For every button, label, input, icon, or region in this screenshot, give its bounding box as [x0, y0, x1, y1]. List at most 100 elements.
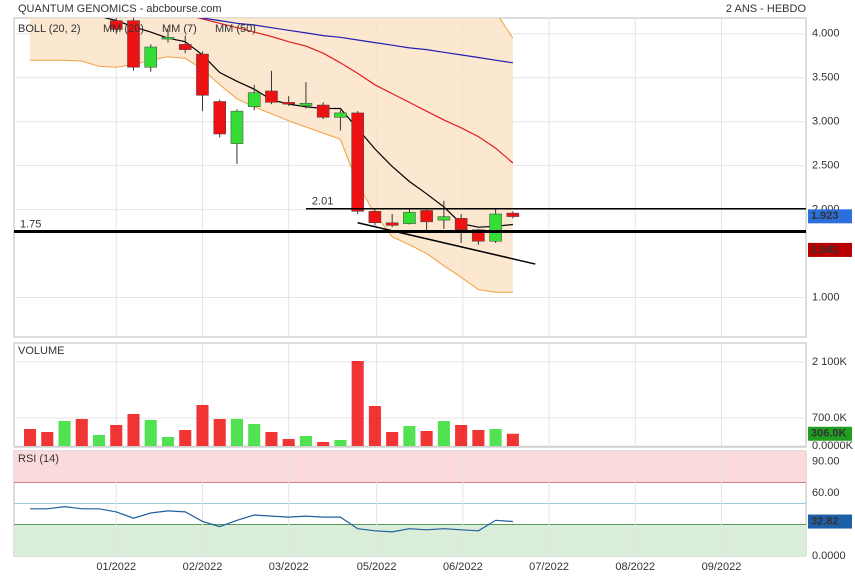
volume-bar	[58, 421, 71, 446]
value-tag-label: 1.541	[811, 244, 839, 256]
candle-body	[454, 218, 468, 231]
candle-body	[403, 211, 416, 224]
candle-body	[109, 20, 123, 30]
volume-bar	[127, 414, 140, 446]
y-tick-label: 700.0K	[812, 412, 848, 424]
volume-bar	[386, 432, 399, 446]
candle-body	[213, 101, 227, 135]
y-tick-label: 1.000	[812, 291, 840, 303]
volume-bar	[41, 432, 54, 446]
volume-bar	[265, 432, 278, 446]
legend-entry: BOLL (20, 2)	[18, 23, 81, 35]
candle-body	[161, 37, 175, 40]
volume-bar	[334, 440, 347, 446]
candle-body	[299, 102, 313, 107]
oversold-zone	[14, 524, 806, 556]
candle-body	[368, 211, 382, 224]
y-tick-label: 90.00	[812, 455, 840, 467]
volume-bar	[75, 419, 88, 446]
candle-body	[472, 229, 485, 242]
x-tick-label: 05/2022	[357, 561, 397, 573]
horizontal-line-label: 2.01	[312, 196, 333, 208]
x-tick-label: 07/2022	[529, 561, 569, 573]
x-tick-label: 02/2022	[183, 561, 223, 573]
y-tick-label: 0.0000	[812, 550, 846, 562]
value-tag-label: 32.82	[811, 515, 839, 527]
moving-average	[198, 18, 513, 64]
subtitle: 2 ANS - HEBDO	[726, 3, 807, 15]
volume-bar	[437, 421, 450, 446]
volume-bar	[24, 429, 37, 446]
x-tick-label: 08/2022	[615, 561, 655, 573]
value-tag	[808, 514, 852, 529]
horizontal-line-label: 1.75	[20, 218, 41, 230]
bollinger-lower	[30, 56, 513, 293]
candle-body	[506, 212, 520, 217]
y-tick-label: 0.0000K	[812, 440, 854, 452]
volume-bar	[248, 424, 261, 446]
candle-body	[230, 110, 244, 144]
legend-entry: MM (20)	[103, 23, 144, 35]
candle-body	[334, 112, 347, 118]
volume-bar	[299, 436, 312, 446]
volume-bar	[455, 425, 468, 446]
volume-bar	[472, 430, 485, 446]
candle-body	[316, 104, 330, 118]
y-tick-label: 4.000	[812, 28, 840, 40]
candle-body	[127, 20, 140, 68]
candle-body	[385, 222, 399, 226]
volume-bar	[179, 430, 192, 446]
x-tick-label: 06/2022	[443, 561, 483, 573]
candle-body	[437, 216, 451, 221]
legend-entry: MM (7)	[162, 23, 197, 35]
candle-body	[351, 112, 364, 212]
value-tag	[808, 242, 852, 257]
volume-bar	[230, 419, 243, 446]
candle-body	[420, 210, 433, 223]
volume-bar	[282, 439, 295, 446]
x-tick-label: 01/2022	[96, 561, 136, 573]
candle-body	[489, 213, 502, 242]
price-plot	[30, 18, 520, 293]
volume-bar	[403, 426, 416, 446]
overbought-zone	[14, 451, 806, 483]
y-tick-label: 60.00	[812, 487, 840, 499]
volume-bar	[506, 433, 519, 446]
value-tag-label: 1.923	[811, 210, 839, 222]
volume-bar	[161, 437, 175, 446]
volume-bar	[317, 442, 330, 446]
volume-bar	[420, 431, 433, 446]
y-tick-label: 2.500	[812, 160, 840, 172]
x-tick-label: 09/2022	[702, 561, 742, 573]
value-tag	[808, 209, 852, 224]
candle-body	[247, 92, 261, 108]
volume-bar	[213, 419, 226, 446]
legend-entry: MM (50)	[215, 23, 256, 35]
candle-body	[178, 44, 192, 50]
rsi-line	[30, 505, 513, 533]
volume-bar	[144, 420, 157, 446]
volume-bar	[110, 425, 123, 446]
trendline	[357, 222, 536, 265]
candle-body	[265, 90, 278, 103]
volume-bar	[489, 429, 502, 446]
moving-average	[196, 18, 514, 164]
volume-bar	[368, 406, 381, 446]
panel-title: VOLUME	[18, 345, 64, 357]
candle-body	[196, 53, 209, 96]
panel-title: RSI (14)	[18, 453, 59, 465]
value-tag-label: 306.0K	[811, 428, 847, 440]
volume-bar	[351, 361, 364, 446]
volume-bar	[196, 405, 209, 446]
panel-title: QUANTUM GENOMICS - abcbourse.com	[18, 3, 222, 15]
volume-bar	[92, 435, 106, 446]
candle-body	[144, 46, 158, 68]
candle-body	[282, 102, 295, 105]
volume-plot	[24, 361, 519, 446]
x-tick-label: 03/2022	[269, 561, 309, 573]
y-tick-label: 3.500	[812, 72, 840, 84]
y-tick-label: 3.000	[812, 116, 840, 128]
rsi-plot	[30, 505, 513, 533]
